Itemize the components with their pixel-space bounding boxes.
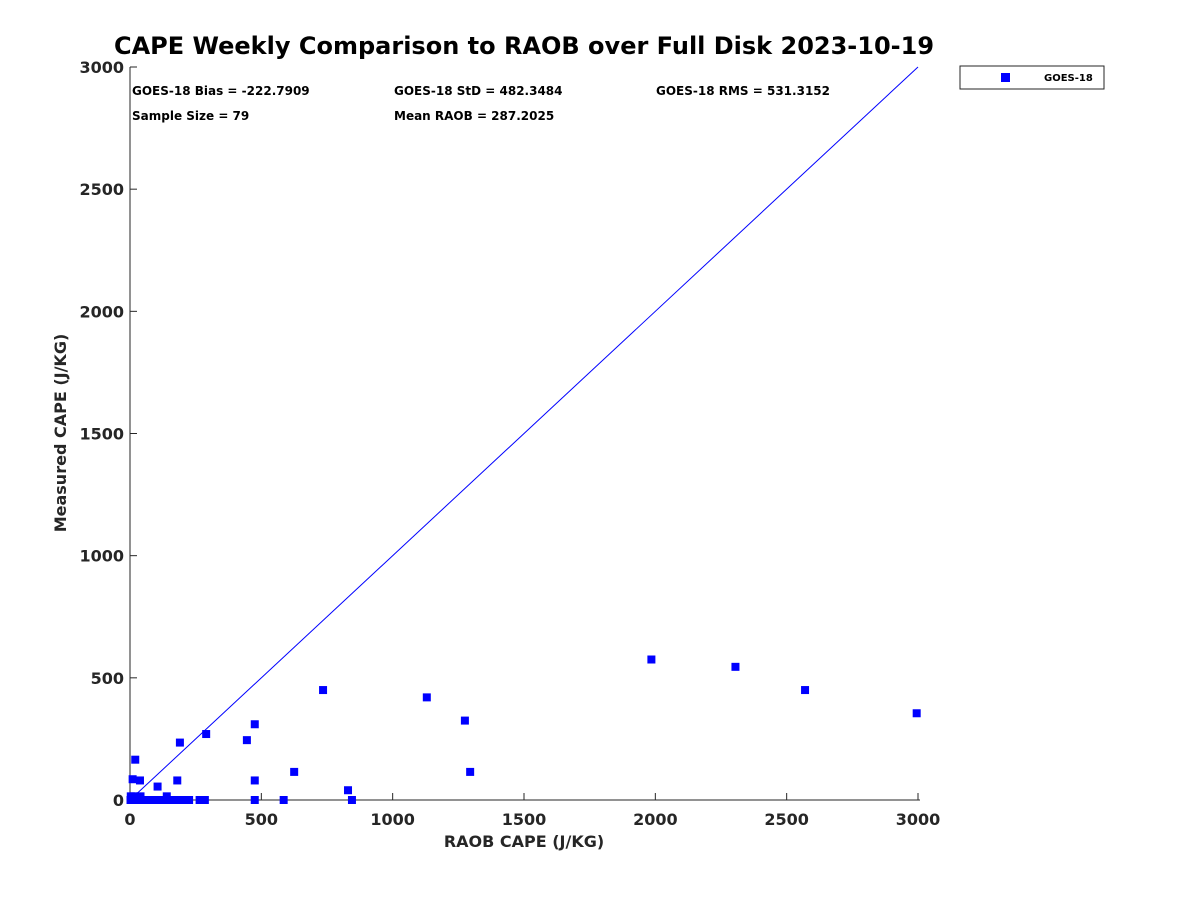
data-point — [466, 767, 475, 776]
data-point — [179, 796, 188, 804]
x-tick-label: 1500 — [502, 810, 547, 829]
legend-box — [959, 65, 1105, 90]
stat-mean-raob: Mean RAOB = 287.2025 — [394, 109, 554, 123]
x-tick-label: 2500 — [764, 810, 809, 829]
data-point — [162, 792, 171, 801]
data-point — [173, 776, 182, 785]
stats-block: GOES-18 Bias = -222.7909 GOES-18 StD = 4… — [132, 84, 830, 123]
data-point — [135, 776, 144, 785]
data-point — [250, 720, 259, 729]
legend-marker-square-icon — [1001, 73, 1010, 82]
data-point — [195, 796, 204, 804]
data-point — [344, 786, 353, 795]
data-point — [250, 776, 259, 785]
tick-group: 0 500 1000 1500 2000 2500 3000 0 500 1000 1500 2000… — [79, 58, 940, 829]
x-tick-label: 3000 — [896, 810, 941, 829]
y-axis-label: Measured CAPE (J/KG) — [51, 334, 70, 533]
x-tick-label: 0 — [124, 810, 135, 829]
data-point — [347, 796, 356, 804]
legend: GOES-18 — [959, 65, 1105, 90]
data-point — [912, 709, 921, 718]
data-point — [128, 775, 137, 784]
data-point — [647, 655, 656, 664]
data-point — [460, 716, 469, 725]
x-tick-label: 2000 — [633, 810, 678, 829]
data-point — [290, 767, 299, 776]
data-point — [250, 796, 259, 804]
x-axis-label: RAOB CAPE (J/KG) — [444, 832, 604, 851]
stat-bias: GOES-18 Bias = -222.7909 — [132, 84, 310, 98]
y-tick-label: 0 — [113, 791, 124, 810]
x-tick-label: 1000 — [370, 810, 415, 829]
data-point — [149, 796, 158, 804]
data-point — [801, 686, 810, 695]
stat-rms: GOES-18 RMS = 531.3152 — [656, 84, 830, 98]
y-tick-label: 3000 — [79, 58, 124, 77]
data-point — [279, 796, 288, 804]
y-tick-label: 2500 — [79, 180, 124, 199]
legend-label: GOES-18 — [1044, 73, 1093, 84]
data-point — [319, 686, 328, 695]
data-point — [185, 796, 194, 804]
y-tick-label: 2000 — [79, 302, 124, 321]
data-point — [131, 755, 140, 764]
stat-sample-size: Sample Size = 79 — [132, 109, 249, 123]
data-point — [136, 792, 145, 801]
one-to-one-reference-line — [129, 66, 919, 801]
data-point — [153, 782, 162, 791]
x-tick-label: 500 — [245, 810, 278, 829]
data-point — [202, 730, 211, 739]
data-point — [242, 736, 251, 745]
y-tick-label: 1000 — [79, 547, 124, 566]
y-tick-label: 500 — [91, 669, 124, 688]
y-tick-label: 1500 — [79, 425, 124, 444]
data-point — [422, 693, 431, 702]
stat-std: GOES-18 StD = 482.3484 — [394, 84, 563, 98]
data-point — [731, 662, 740, 671]
data-point — [129, 792, 138, 801]
data-points — [126, 655, 921, 804]
data-point — [200, 796, 209, 804]
data-point — [175, 738, 184, 747]
chart-title: CAPE Weekly Comparison to RAOB over Full… — [114, 32, 934, 60]
